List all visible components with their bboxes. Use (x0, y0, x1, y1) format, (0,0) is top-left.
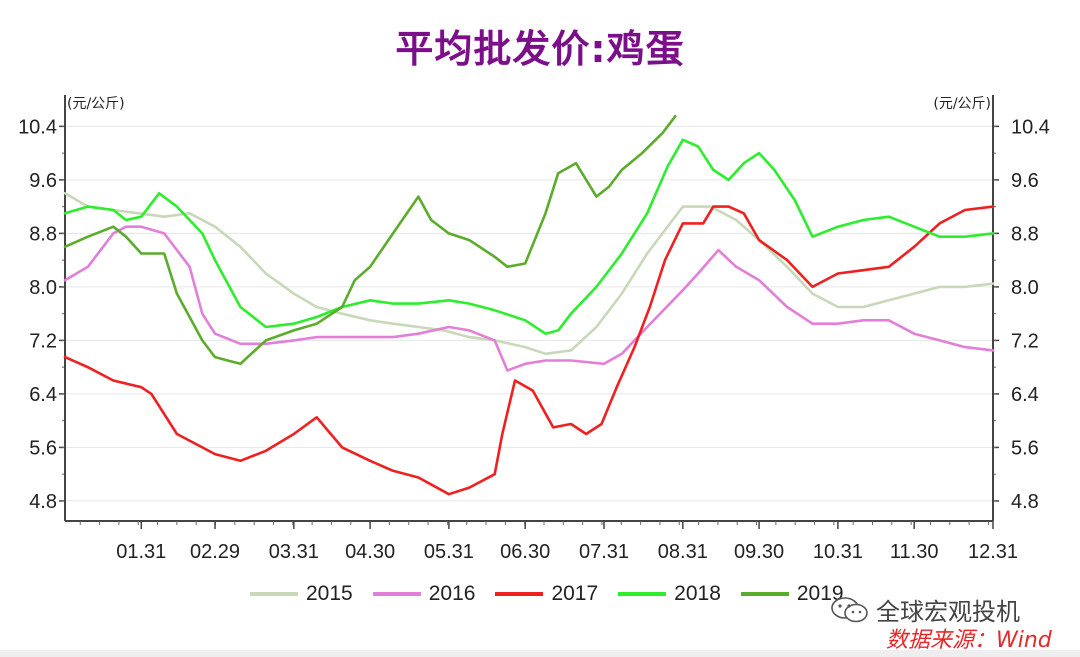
x-tick-label: 11.30 (890, 541, 939, 563)
y-tick-label-right: 10.4 (1011, 116, 1050, 138)
x-tick-label: 05.31 (424, 541, 474, 563)
legend-label: 2017 (551, 582, 599, 605)
series-line-2019 (63, 115, 677, 366)
legend-item-2016: 2016 (372, 582, 476, 606)
watermark: 全球宏观投机 (830, 592, 1020, 627)
series-line-2015 (63, 192, 995, 356)
x-tick-label: 02.29 (190, 541, 240, 563)
chart-title: 平均批发价:鸡蛋 (395, 27, 685, 71)
bottom-divider (0, 650, 1080, 657)
legend-swatch (495, 592, 544, 596)
legend-swatch (372, 592, 421, 596)
y-tick-label-right: 8.0 (1011, 277, 1039, 299)
y-tick-label-left: 5.6 (29, 437, 57, 459)
y-tick-label-right: 6.4 (1011, 384, 1039, 406)
series-line-2018 (63, 138, 995, 336)
x-tick-label: 10.31 (813, 541, 863, 563)
y-tick-label-right: 9.6 (1011, 170, 1039, 192)
wechat-icon (830, 596, 870, 624)
x-tick-label: 07.31 (579, 541, 629, 563)
x-tick-label: 03.31 (269, 541, 319, 563)
y-unit-right: (元/公斤) (933, 96, 991, 112)
series-line-2016 (63, 225, 995, 372)
y-tick-label-right: 5.6 (1011, 437, 1039, 459)
legend-label: 2015 (306, 582, 353, 605)
legend-item-2019: 2019 (740, 582, 844, 606)
legend-label: 2018 (674, 582, 721, 605)
x-tick-label: 08.31 (658, 541, 708, 563)
legend-item-2017: 2017 (495, 582, 598, 606)
x-tick-label: 04.30 (345, 541, 395, 563)
y-tick-label-left: 8.0 (29, 277, 57, 299)
series-line-2017 (63, 205, 995, 496)
y-tick-label-right: 7.2 (1011, 330, 1039, 352)
y-tick-label-left: 8.8 (29, 223, 57, 245)
legend-item-2015: 2015 (250, 582, 353, 606)
x-tick-label: 12.31 (968, 541, 1018, 563)
legend-swatch (618, 592, 667, 596)
x-tick-label: 01.31 (116, 541, 166, 563)
x-tick-label: 09.30 (734, 541, 784, 563)
y-tick-label-right: 4.8 (1011, 491, 1039, 513)
data-source-note: 数据来源：Wind (886, 628, 1052, 653)
legend-label: 2019 (796, 582, 844, 605)
y-tick-label-left: 9.6 (29, 170, 57, 192)
y-tick-label-left: 6.4 (29, 384, 57, 406)
y-tick-label-right: 8.8 (1011, 223, 1039, 245)
watermark-text: 全球宏观投机 (876, 598, 1020, 626)
chart-legend: 2015 2016 2017 2018 2019 (250, 582, 864, 606)
x-tick-label: 06.30 (500, 541, 550, 563)
legend-swatch (740, 592, 789, 596)
y-tick-label-left: 7.2 (29, 330, 57, 352)
legend-item-2018: 2018 (618, 582, 721, 606)
y-unit-left: (元/公斤) (67, 96, 125, 112)
y-tick-label-left: 4.8 (29, 491, 57, 513)
legend-label: 2016 (428, 582, 476, 605)
y-tick-label-left: 10.4 (18, 116, 57, 138)
legend-swatch (250, 592, 298, 596)
